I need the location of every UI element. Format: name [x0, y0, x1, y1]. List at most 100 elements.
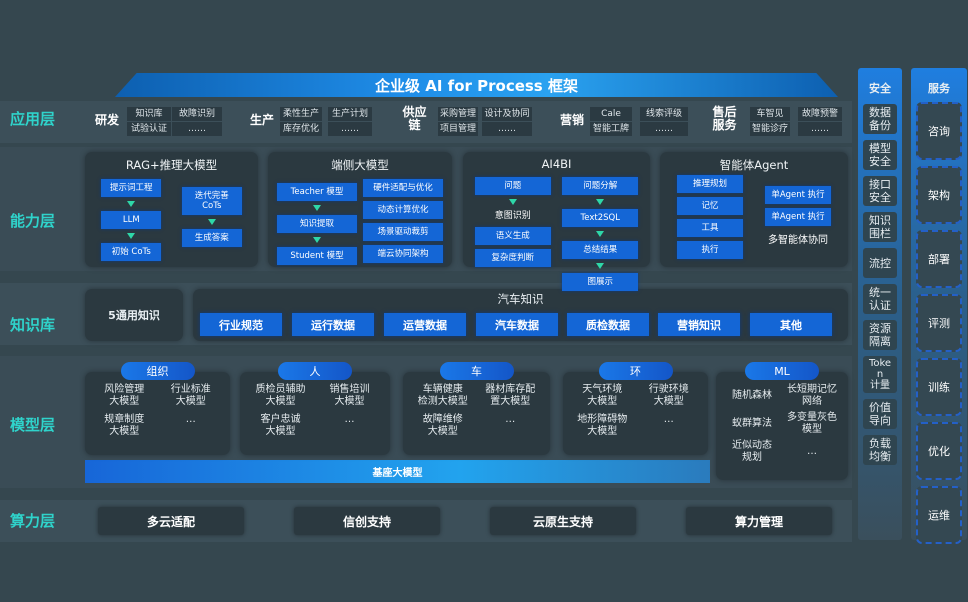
app-item[interactable]: 库存优化: [280, 122, 322, 136]
auto-knowledge-title: 汽车知识: [497, 292, 544, 306]
layer-label-knowledge: 知识库: [10, 316, 56, 334]
app-item[interactable]: ……: [482, 122, 532, 136]
capability-step: Teacher 模型: [277, 183, 357, 201]
knowledge-item-button[interactable]: 汽车数据: [476, 313, 558, 336]
capability-step: 推理规划: [677, 175, 743, 193]
base-model-bar: 基座大模型: [85, 460, 710, 483]
app-item[interactable]: 车智见: [750, 107, 790, 121]
compute-item[interactable]: 信创支持: [294, 507, 440, 535]
model-category-tag: 环: [598, 362, 673, 380]
app-item[interactable]: 生产计划: [328, 107, 372, 121]
capability-panel-title: 端侧大模型: [331, 158, 389, 172]
capability-step: 硬件适配与优化: [363, 179, 443, 197]
security-item: 统一 认证: [863, 284, 897, 314]
capability-step: Student 模型: [277, 247, 357, 265]
service-item: 优化: [916, 422, 962, 480]
model-grid: 车辆健康 检测大模型 器材库存配 置大模型 故障维修 大模型…: [403, 372, 550, 442]
knowledge-item-button[interactable]: 其他: [750, 313, 832, 336]
model-item: 风险管理 大模型: [104, 384, 145, 407]
app-item[interactable]: 线索评级: [640, 107, 688, 121]
model-category-tag: 人: [278, 362, 352, 380]
knowledge-item-button[interactable]: 行业规范: [200, 313, 282, 336]
service-item: 咨询: [916, 102, 962, 160]
capability-panel-title: RAG+推理大模型: [125, 158, 218, 172]
model-item: 规章制度 大模型: [104, 414, 145, 437]
knowledge-item-button[interactable]: 营销知识: [658, 313, 740, 336]
model-grid: 天气环境 大模型 行驶环境 大模型 地形障碍物 大模型…: [563, 372, 708, 442]
model-panel: 随机森林 长短期记忆 网络 蚁群算法 多变量灰色 模型 近似动态 规划…: [716, 372, 848, 480]
capability-column: 硬件适配与优化 动态计算优化 场景驱动裁剪 端云协同架构: [363, 179, 443, 265]
arrow-down-icon: [127, 233, 136, 239]
app-item[interactable]: ……: [172, 122, 222, 136]
app-item[interactable]: 柔性生产: [280, 107, 322, 121]
app-group-label: 营销: [559, 113, 584, 127]
security-item: 负载 均衡: [863, 435, 897, 465]
knowledge-item-button[interactable]: 运行数据: [292, 313, 374, 336]
model-panel: 风险管理 大模型 行业标准 大模型 规章制度 大模型…: [85, 372, 230, 455]
capability-panel-title: AI4BI: [541, 157, 572, 171]
model-category-tag: ML: [745, 362, 819, 380]
capability-step: 问题分解: [562, 177, 639, 195]
service-item: 评测: [916, 294, 962, 352]
capability-column: 提示词工程 LLM 初始 CoTs: [101, 179, 162, 261]
app-item[interactable]: 智能诊疗: [750, 122, 790, 136]
app-item[interactable]: Cale: [590, 107, 632, 121]
capability-panel: 智能体Agent 推理规划 记忆 工具 执行 单Agent 执行 单Agent 执行 多智能体…: [660, 152, 848, 267]
capability-panel: 端侧大模型 Teacher 模型 知识提取 Student 模型 硬件适配与优化 动态计算…: [268, 152, 452, 267]
capability-column: 问题分解 Text2SQL 总结结果 图展示: [562, 177, 639, 291]
app-item[interactable]: 智能工牌: [590, 122, 632, 136]
model-item: 行驶环境 大模型: [648, 384, 689, 407]
model-item: 故障维修 大模型: [422, 414, 463, 437]
app-item[interactable]: 知识库: [127, 107, 171, 121]
app-item[interactable]: ……: [798, 122, 842, 136]
service-item: 部署: [916, 230, 962, 288]
app-item[interactable]: 项目管理: [438, 122, 478, 136]
capability-step: 记忆: [677, 197, 743, 215]
compute-item[interactable]: 算力管理: [686, 507, 832, 535]
capability-column: 问题 意图识别 语义生成 复杂度判断: [474, 177, 551, 291]
app-group-label: 售后服务: [712, 105, 737, 132]
app-item[interactable]: 故障识别: [172, 107, 222, 121]
capability-step: 知识提取: [277, 215, 357, 233]
app-item[interactable]: 试验认证: [127, 122, 171, 136]
model-grid: 随机森林 长短期记忆 网络 蚁群算法 多变量灰色 模型 近似动态 规划…: [716, 372, 848, 468]
capability-column: 推理规划 记忆 工具 执行: [677, 175, 743, 259]
model-item: 蚁群算法: [732, 418, 772, 429]
app-item[interactable]: ……: [640, 122, 688, 136]
compute-item[interactable]: 多云适配: [98, 507, 244, 535]
capability-step: 迭代完善 CoTs: [181, 187, 242, 215]
model-item: 客户忠诚 大模型: [260, 414, 301, 437]
model-item: 天气环境 大模型: [582, 384, 623, 407]
capability-step: 单Agent 执行: [765, 186, 831, 204]
capability-columns: 问题 意图识别 语义生成 复杂度判断 问题分解 Text2SQL 总结结果 图展示: [463, 171, 650, 291]
model-panel: 车辆健康 检测大模型 器材库存配 置大模型 故障维修 大模型…: [403, 372, 550, 455]
capability-step: 生成答案: [181, 229, 242, 247]
capability-step: 执行: [677, 241, 743, 259]
service-list: 咨询架构部署评测训练优化运维: [911, 102, 967, 544]
capability-panel: AI4BI 问题 意图识别 语义生成 复杂度判断 问题分解 Text2SQL 总结结果 图展示: [463, 152, 650, 291]
security-item: 资源 隔离: [863, 320, 897, 350]
knowledge-item-button[interactable]: 质检数据: [567, 313, 649, 336]
knowledge-item-button[interactable]: 运营数据: [384, 313, 466, 336]
capability-column: 单Agent 执行 单Agent 执行 多智能体协同: [765, 186, 831, 248]
model-item: …: [663, 414, 674, 425]
capability-step: 复杂度判断: [474, 249, 551, 267]
capability-panel: RAG+推理大模型提示词工程 LLM 初始 CoTs 迭代完善 CoTs 生成答案: [85, 152, 258, 267]
service-item: 训练: [916, 358, 962, 416]
app-item[interactable]: 设计及协同: [482, 107, 532, 121]
model-grid: 质检员辅助 大模型 销售培训 大模型 客户忠诚 大模型…: [240, 372, 390, 442]
capability-step: 语义生成: [474, 227, 551, 245]
capability-text: 意图识别: [494, 211, 531, 221]
security-item: 模型 安全: [863, 140, 897, 170]
model-item: 车辆健康 检测大模型: [417, 384, 468, 407]
app-item[interactable]: 采购管理: [438, 107, 478, 121]
service-item: 架构: [916, 166, 962, 224]
model-item: …: [344, 414, 355, 425]
compute-item[interactable]: 云原生支持: [490, 507, 636, 535]
model-item: …: [807, 446, 817, 457]
app-item[interactable]: 故障预警: [798, 107, 842, 121]
security-item: 价值 导向: [863, 399, 897, 429]
app-item[interactable]: ……: [328, 122, 372, 136]
arrow-down-icon: [596, 231, 605, 237]
service-item: 运维: [916, 486, 962, 544]
